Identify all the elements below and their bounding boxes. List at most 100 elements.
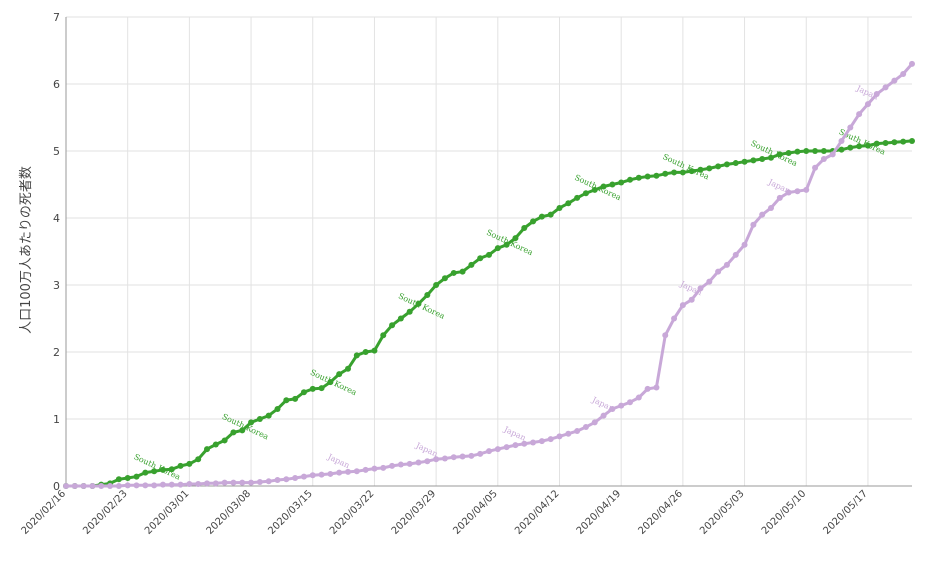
- data-point: [159, 466, 166, 473]
- data-point: [300, 389, 307, 396]
- data-point: [838, 146, 845, 153]
- data-point: [538, 438, 545, 445]
- data-point: [397, 315, 404, 322]
- data-point: [468, 261, 475, 268]
- data-point: [424, 458, 431, 465]
- x-tick-label: 2020/03/29: [390, 488, 439, 537]
- data-point: [204, 480, 210, 487]
- data-point: [644, 385, 651, 392]
- data-point: [441, 455, 448, 462]
- data-point: [327, 379, 334, 386]
- data-point: [688, 168, 695, 175]
- data-point: [768, 154, 774, 161]
- x-tick-label: 2020/02/16: [20, 488, 69, 537]
- data-point: [168, 466, 175, 473]
- data-point: [618, 402, 625, 409]
- data-point: [336, 469, 343, 476]
- y-tick-label: 7: [53, 11, 60, 24]
- data-point: [820, 148, 827, 154]
- data-point: [556, 433, 563, 440]
- data-point: [89, 483, 96, 489]
- data-point: [530, 439, 537, 446]
- data-point: [265, 478, 272, 485]
- data-point: [565, 430, 572, 437]
- data-point: [618, 179, 625, 186]
- x-tick-label: 2020/04/05: [451, 488, 500, 537]
- data-point: [847, 144, 854, 151]
- data-point: [195, 456, 202, 463]
- data-point: [759, 211, 766, 218]
- data-point: [715, 163, 722, 170]
- data-point: [600, 183, 607, 190]
- data-point: [812, 148, 819, 154]
- data-point: [856, 111, 863, 118]
- data-point: [133, 473, 140, 480]
- y-tick-label: 2: [53, 346, 60, 359]
- data-point: [732, 160, 739, 167]
- data-point: [124, 474, 131, 481]
- data-point: [292, 474, 299, 481]
- data-point: [803, 148, 810, 154]
- data-point: [785, 189, 792, 196]
- x-tick-label: 2020/03/08: [205, 488, 254, 537]
- data-point: [204, 446, 210, 453]
- data-point: [380, 464, 387, 471]
- data-point: [212, 480, 219, 487]
- data-point: [450, 454, 457, 461]
- y-tick-label: 0: [53, 480, 60, 493]
- data-point: [741, 158, 748, 165]
- data-point: [882, 139, 889, 146]
- data-point: [221, 479, 228, 486]
- data-point: [538, 213, 545, 220]
- data-point: [265, 412, 272, 419]
- data-point: [635, 174, 642, 181]
- data-point: [274, 476, 281, 483]
- data-point: [433, 456, 440, 463]
- data-point: [521, 225, 528, 232]
- series-annotation: Japan: [678, 279, 704, 297]
- data-point: [864, 142, 871, 149]
- data-point: [820, 156, 827, 163]
- data-point: [794, 188, 801, 195]
- data-point: [327, 470, 334, 477]
- data-point: [292, 395, 299, 402]
- data-point: [256, 416, 263, 422]
- y-axis-label: 人口100万人あたりの死者数: [19, 166, 34, 334]
- series-annotation: Japan: [854, 83, 880, 101]
- data-point: [494, 446, 501, 453]
- data-point: [909, 60, 915, 67]
- data-point: [688, 296, 695, 303]
- series-annotation: Japan: [325, 452, 351, 470]
- series-annotation: South Korea: [661, 152, 711, 181]
- data-point: [627, 399, 633, 406]
- data-point: [600, 412, 607, 419]
- data-point: [107, 483, 114, 489]
- data-point: [415, 459, 422, 466]
- data-point: [459, 268, 466, 275]
- data-point: [142, 482, 149, 489]
- data-point: [71, 483, 78, 489]
- data-point: [239, 427, 246, 434]
- data-point: [159, 481, 166, 488]
- data-point: [759, 156, 766, 163]
- data-point: [723, 161, 730, 168]
- data-point: [142, 469, 149, 476]
- data-point: [530, 218, 537, 225]
- data-point: [256, 478, 263, 485]
- data-point: [582, 424, 589, 431]
- data-point: [230, 479, 237, 486]
- data-point: [274, 405, 281, 412]
- data-point: [486, 448, 492, 455]
- data-point: [662, 170, 669, 177]
- data-point: [768, 204, 774, 211]
- data-point: [776, 194, 783, 201]
- data-point: [785, 150, 792, 157]
- data-point: [389, 322, 396, 329]
- data-point: [697, 285, 704, 292]
- data-point: [494, 245, 501, 252]
- data-point: [212, 441, 219, 448]
- data-point: [900, 138, 907, 145]
- data-point: [635, 394, 642, 401]
- data-point: [829, 151, 836, 158]
- data-point: [63, 483, 69, 489]
